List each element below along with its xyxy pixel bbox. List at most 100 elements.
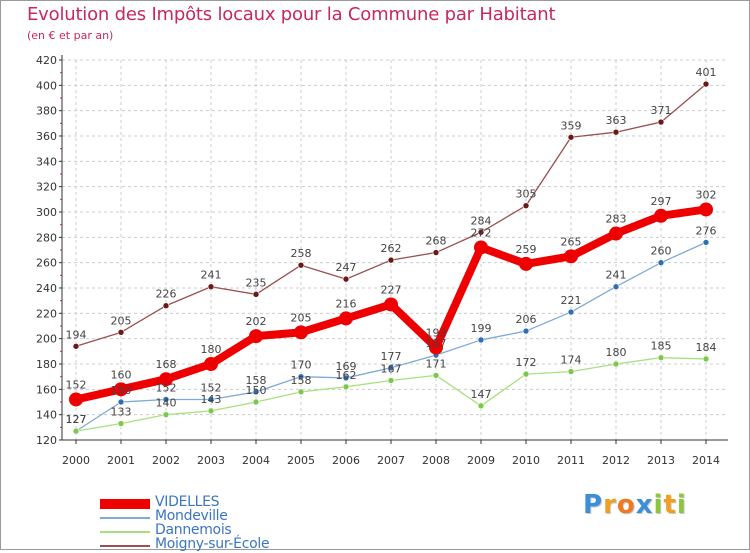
data-label: 302 (696, 188, 717, 201)
data-label: 371 (651, 104, 672, 117)
y-tick-label: 180 (36, 358, 57, 371)
chart-subtitle: (en € et par an) (27, 29, 114, 42)
y-tick-label: 300 (36, 206, 57, 219)
x-tick-label: 2014 (692, 454, 720, 467)
data-point (699, 202, 713, 217)
data-label: 171 (426, 357, 447, 370)
data-point (522, 202, 530, 209)
data-point (339, 311, 353, 326)
data-point (612, 283, 620, 291)
data-label: 184 (696, 341, 717, 354)
data-label: 202 (246, 315, 267, 328)
data-label: 283 (606, 213, 627, 226)
data-label: 259 (516, 243, 537, 256)
data-label: 260 (651, 245, 672, 258)
data-point (384, 297, 398, 312)
data-label: 150 (246, 384, 267, 397)
data-point (252, 291, 260, 298)
x-tick-label: 2009 (467, 454, 495, 467)
data-label: 401 (696, 66, 717, 79)
data-label: 235 (246, 276, 267, 289)
data-point (297, 388, 305, 396)
legend-swatch (100, 517, 150, 519)
data-label: 169 (336, 360, 357, 373)
data-label: 284 (471, 214, 492, 227)
legend-label: Dannemois (155, 522, 232, 538)
data-label: 127 (66, 413, 87, 426)
data-point (387, 256, 395, 264)
data-label: 177 (381, 350, 402, 363)
data-point (477, 228, 485, 236)
x-tick-label: 2004 (242, 454, 270, 467)
data-point (567, 368, 575, 375)
x-tick-label: 2002 (152, 454, 180, 467)
y-tick-label: 200 (36, 333, 57, 346)
data-point (117, 420, 125, 427)
data-point (69, 392, 83, 407)
data-point (72, 427, 80, 435)
data-label: 262 (381, 242, 402, 255)
data-label: 140 (156, 397, 177, 410)
data-point (477, 336, 485, 344)
data-point (252, 398, 260, 406)
data-label: 158 (291, 374, 312, 387)
data-label: 199 (471, 322, 492, 335)
data-label: 363 (606, 114, 627, 127)
data-point (117, 329, 125, 336)
x-tick-label: 2007 (377, 454, 405, 467)
logo-letter: x (635, 490, 654, 520)
data-point (207, 283, 215, 291)
data-point (567, 308, 575, 316)
data-label: 168 (156, 358, 177, 371)
data-point (432, 249, 440, 256)
data-point (249, 329, 263, 344)
y-tick-label: 140 (36, 409, 57, 422)
data-label: 241 (606, 269, 627, 282)
x-tick-label: 2000 (62, 454, 90, 467)
data-point (72, 342, 80, 350)
data-label: 226 (156, 288, 177, 301)
data-label: 170 (291, 359, 312, 372)
data-point (204, 357, 218, 371)
x-tick-label: 2006 (332, 454, 360, 467)
data-label: 152 (156, 381, 177, 394)
data-point (612, 360, 620, 368)
data-point (159, 372, 173, 387)
data-point (342, 383, 350, 391)
legend-swatch (100, 499, 150, 509)
data-label: 187 (426, 337, 447, 350)
y-tick-label: 360 (36, 130, 57, 143)
data-label: 258 (291, 247, 312, 260)
y-tick-label: 320 (36, 181, 57, 194)
data-point (387, 364, 395, 372)
data-label: 272 (471, 226, 492, 239)
data-label: 150 (111, 384, 132, 397)
data-label: 221 (561, 294, 582, 307)
data-point (162, 302, 170, 310)
y-tick-label: 280 (36, 231, 57, 244)
x-tick-label: 2003 (197, 454, 225, 467)
legend-label: Mondeville (155, 508, 228, 524)
logo-letter: r (603, 490, 617, 520)
data-label: 194 (66, 328, 87, 341)
data-label: 167 (381, 362, 402, 375)
data-label: 205 (291, 311, 312, 324)
axes: 120 140 160 180 200 220 240 260 280 300 320 340 360 3… (36, 54, 728, 467)
data-point (342, 374, 350, 382)
data-point (654, 208, 668, 223)
data-point (567, 133, 575, 141)
legend-swatch (100, 531, 150, 533)
data-point (429, 340, 443, 355)
y-tick-label: 260 (36, 257, 57, 270)
data-point (702, 80, 710, 88)
y-tick-label: 400 (36, 79, 57, 92)
data-point (117, 398, 125, 406)
data-point (657, 259, 665, 266)
data-point (564, 249, 578, 264)
data-point (432, 372, 440, 379)
data-point (387, 377, 395, 384)
data-point (474, 240, 488, 255)
data-label: 297 (651, 195, 672, 208)
